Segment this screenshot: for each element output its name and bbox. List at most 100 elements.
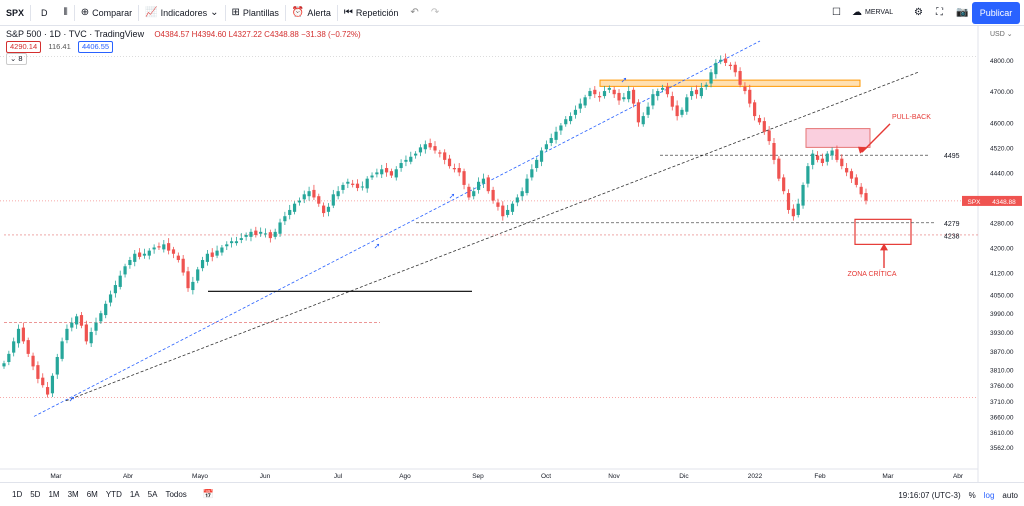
time-tick-label: Mayo [192,473,208,480]
candle-body [41,377,45,386]
candle-body [433,146,437,151]
candle-body [777,158,781,179]
range-button[interactable]: 3M [67,490,79,499]
legend-indicators-row[interactable]: ⌄ 8 [6,53,361,65]
candle-body [351,183,355,185]
level-4279-label: 4279 [944,221,960,228]
candle-body [234,241,239,244]
candle-body [128,260,132,266]
candle-body [278,222,282,234]
range-button[interactable]: 1D [12,490,23,499]
range-button[interactable]: 1A [129,490,140,499]
resistance-zone [599,79,861,87]
undo-button[interactable]: ↶ [404,0,424,26]
candle-body [94,322,98,331]
camera-icon: 📷 [956,7,969,18]
candle-body [602,91,607,97]
fullscreen-button[interactable]: ⛶ [930,0,949,26]
candle-body [593,89,597,95]
fullscreen-icon: ⛶ [936,7,943,18]
range-button[interactable]: 1M [48,490,60,499]
candle-body [462,171,466,185]
price-tick-label: 3710.00 [990,399,1014,406]
candle-body [491,189,495,201]
calendar-icon[interactable]: 📅 [202,489,215,499]
candle-body [680,109,684,115]
alert-button[interactable]: ⏰ Alerta [286,0,337,26]
candle-body [864,193,868,201]
chart-area[interactable]: 4495 4279 4238 PULL-BACK ZONA CRÍTICA ➚ ➚ ➚ ➚ US… [0,26,1024,482]
candle-body [36,365,40,379]
candle-body [443,152,447,160]
candle-body [670,96,674,107]
indicator-toggle[interactable]: ⌄ 8 [6,53,27,65]
candle-body [152,247,156,250]
price-tick-label: 3930.00 [990,330,1014,337]
range-button[interactable]: Todos [165,490,187,499]
price-axis[interactable]: USD ⌄ 4800.00 4700.00 4600.00 4520.00 4440.00… [962,31,1022,452]
range-button[interactable]: 5A [147,490,158,499]
time-axis[interactable]: Mar Abr Mayo Jun Jul Ago Sep Oct Nov Dic 2022 Feb Ma… [50,473,963,480]
candle-body [748,89,752,104]
settings-button[interactable]: ⚙ [908,0,929,26]
snapshot-button[interactable]: 📷 [950,0,974,26]
interval-button[interactable]: D [31,0,58,26]
candle-body [665,86,670,95]
auto-toggle[interactable]: auto [1002,490,1018,500]
price-tick-label: 4050.00 [990,292,1014,299]
range-button[interactable]: YTD [105,490,122,499]
indicators-button[interactable]: 📈 Indicadores ⌄ [139,0,224,26]
candle-body [375,172,379,175]
candle-body [307,191,311,197]
candle-body [815,155,820,160]
log-toggle[interactable]: log [983,490,995,500]
candle-body [830,150,834,156]
symbol-search[interactable]: SPX [0,0,30,26]
range-button[interactable]: 6M [86,490,98,499]
compare-button[interactable]: ⊕ Comparar [75,0,138,26]
time-tick-label: Jul [334,473,343,480]
merval-button[interactable]: ☁ MERVAL [846,0,899,26]
price-tick-label: 3810.00 [990,368,1014,375]
candle-body [539,150,544,162]
candle-body [365,178,369,189]
price-axis-bg [978,26,1024,482]
candle-body [481,178,486,184]
time-tick-label: Abr [953,473,964,480]
percent-toggle[interactable]: % [968,490,976,500]
candle-body [108,294,113,303]
candle-body [559,125,563,131]
divider [336,4,338,21]
layout-checkbox[interactable]: ☐ [826,0,847,26]
candle-body [835,149,839,160]
ask-badge[interactable]: 4406.55 [77,41,114,53]
candle-body [142,253,147,256]
candle-body [515,197,519,203]
arrow-marker-icon: ➚ [449,191,456,200]
price-tick-label: 4120.00 [990,271,1014,278]
candle-style-button[interactable]: ⫴ [58,0,74,26]
price-chart[interactable]: 4495 4279 4238 PULL-BACK ZONA CRÍTICA ➚ ➚ ➚ ➚ US… [0,26,1024,482]
range-button[interactable]: 5D [30,490,41,499]
replay-button[interactable]: ⏮ Repetición [338,0,405,26]
candle-body [859,186,863,195]
publish-button[interactable]: Publicar [972,2,1020,24]
candle-body [588,91,592,97]
candle-body [622,97,626,100]
price-tick-label: 4200.00 [990,246,1014,253]
templates-button[interactable]: ⊞ Plantillas [226,0,285,26]
candle-body [137,252,142,257]
candle-body [617,92,621,101]
candle-body [414,153,418,156]
divider [30,4,32,21]
candle-body [2,363,6,367]
level-4238-label: 4238 [944,234,960,241]
top-toolbar: SPX D ⫴ ⊕ Comparar 📈 Indicadores ⌄ ⊞ Plantil… [0,0,1024,26]
indicators-icon: 📈 [145,7,158,18]
candle-body [476,181,481,190]
candle-body [26,340,30,354]
candle-body [728,64,733,67]
candle-body [849,171,854,179]
bid-badge[interactable]: 4290.14 [6,41,42,53]
redo-button[interactable]: ↷ [425,0,445,26]
